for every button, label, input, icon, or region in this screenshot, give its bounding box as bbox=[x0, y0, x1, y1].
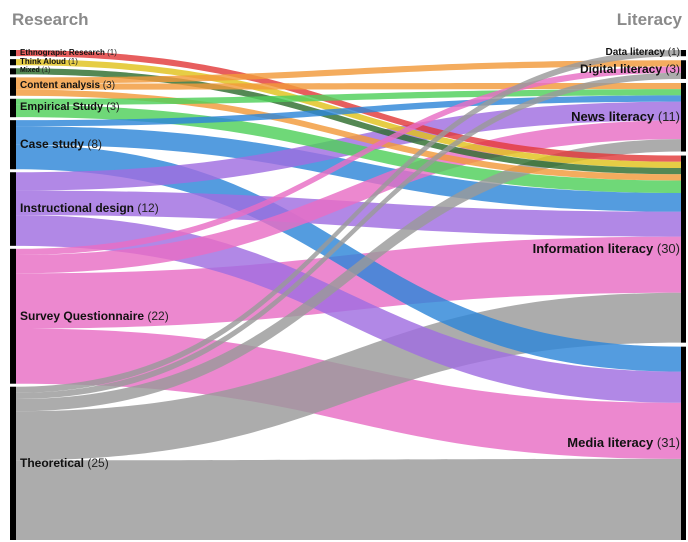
left-node-name: Mixed bbox=[20, 67, 40, 75]
right-node-count: (30) bbox=[653, 240, 680, 256]
right-node-name: News literacy bbox=[571, 109, 655, 125]
left-node-name: Content analysis bbox=[20, 80, 101, 92]
right-node-name: Information literacy bbox=[532, 240, 654, 256]
right-node-count: (31) bbox=[653, 435, 680, 451]
left-node-label-content: Content analysis (3) bbox=[20, 81, 115, 91]
right-node-bar-media bbox=[681, 346, 686, 540]
left-node-label-mixed: Mixed (1) bbox=[20, 67, 50, 74]
link-case-to-news bbox=[16, 95, 681, 127]
right-node-bar-news bbox=[681, 82, 686, 152]
left-node-label-think: Think Aloud (1) bbox=[20, 56, 78, 66]
right-node-name: Digital literacy bbox=[579, 61, 662, 76]
left-node-bar-instr bbox=[10, 172, 16, 246]
left-node-name: Think Aloud bbox=[20, 56, 66, 66]
link-case-to-media bbox=[16, 144, 681, 372]
right-node-name: Data literacy bbox=[605, 46, 665, 58]
right-node-label-digital: Digital literacy (3) bbox=[580, 63, 680, 75]
right-node-label-data: Data literacy (1) bbox=[605, 46, 680, 58]
link-theo-to-media bbox=[16, 458, 681, 540]
left-node-bar-think bbox=[10, 59, 16, 66]
link-case-to-info bbox=[16, 126, 681, 212]
left-node-count: (22) bbox=[144, 308, 169, 323]
left-node-label-eth: Ethnograpic Research (1) bbox=[20, 47, 117, 57]
left-node-count: (12) bbox=[134, 201, 159, 216]
left-node-name: Instructional design bbox=[20, 201, 135, 216]
left-node-name: Survey Questionnaire bbox=[20, 308, 145, 323]
link-survey-to-news bbox=[16, 120, 681, 274]
link-emp-to-info bbox=[16, 104, 681, 193]
left-node-label-emp: Empirical Study (3) bbox=[20, 100, 120, 113]
right-node-label-media: Media literacy (31) bbox=[567, 436, 680, 449]
left-node-label-case: Case study (8) bbox=[20, 138, 102, 150]
left-node-name: Theoretical bbox=[20, 455, 85, 470]
left-node-bar-mixed bbox=[10, 68, 16, 75]
link-instr-to-media bbox=[16, 215, 681, 403]
right-node-name: Media literacy bbox=[567, 435, 654, 451]
left-node-bar-case bbox=[10, 120, 16, 170]
link-content-to-info bbox=[16, 89, 681, 181]
right-node-bar-digital bbox=[681, 60, 686, 79]
left-node-bar-eth bbox=[10, 50, 16, 57]
left-node-name: Case study bbox=[20, 137, 85, 152]
left-node-count: (8) bbox=[84, 137, 103, 152]
link-theo-to-news bbox=[16, 139, 681, 412]
left-node-bar-content bbox=[10, 77, 16, 96]
left-node-count: (25) bbox=[84, 455, 109, 470]
right-node-label-news: News literacy (11) bbox=[571, 110, 680, 123]
left-node-count: (1) bbox=[39, 67, 51, 75]
link-content-to-digital bbox=[16, 60, 681, 84]
left-node-count: (1) bbox=[104, 47, 117, 57]
left-node-label-theo: Theoretical (25) bbox=[20, 457, 109, 469]
link-survey-to-info bbox=[16, 236, 681, 329]
left-node-count: (3) bbox=[100, 80, 116, 92]
link-theo-to-digital bbox=[16, 72, 681, 399]
left-node-bar-theo bbox=[10, 386, 16, 540]
link-emp-to-news bbox=[16, 89, 681, 105]
right-node-bar-data bbox=[681, 50, 686, 57]
link-theo-to-data bbox=[16, 50, 681, 393]
left-header: Research bbox=[12, 10, 89, 29]
right-node-count: (1) bbox=[665, 46, 680, 58]
right-node-bar-info bbox=[681, 155, 686, 343]
left-node-label-survey: Survey Questionnaire (22) bbox=[20, 310, 169, 322]
link-eth-to-info bbox=[16, 50, 681, 162]
left-node-count: (1) bbox=[65, 56, 78, 66]
right-node-label-info: Information literacy (30) bbox=[533, 242, 680, 255]
right-header: Literacy bbox=[616, 10, 682, 29]
left-node-bar-emp bbox=[10, 98, 16, 118]
right-node-count: (11) bbox=[654, 109, 680, 125]
link-mixed-to-info bbox=[16, 68, 681, 175]
right-node-count: (3) bbox=[662, 61, 680, 76]
left-node-name: Ethnograpic Research bbox=[20, 47, 105, 57]
left-node-count: (3) bbox=[103, 100, 120, 113]
left-node-name: Empirical Study bbox=[20, 100, 104, 113]
left-node-label-instr: Instructional design (12) bbox=[20, 202, 159, 214]
link-instr-to-info bbox=[16, 190, 681, 237]
left-node-bar-survey bbox=[10, 248, 16, 384]
link-survey-to-digital bbox=[16, 66, 681, 255]
